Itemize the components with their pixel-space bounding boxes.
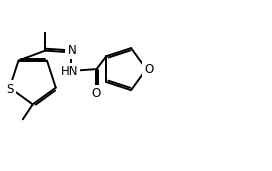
Text: HN: HN xyxy=(61,65,78,78)
Text: O: O xyxy=(92,87,101,100)
Text: N: N xyxy=(67,44,76,57)
Text: O: O xyxy=(144,63,154,76)
Text: S: S xyxy=(6,83,13,96)
